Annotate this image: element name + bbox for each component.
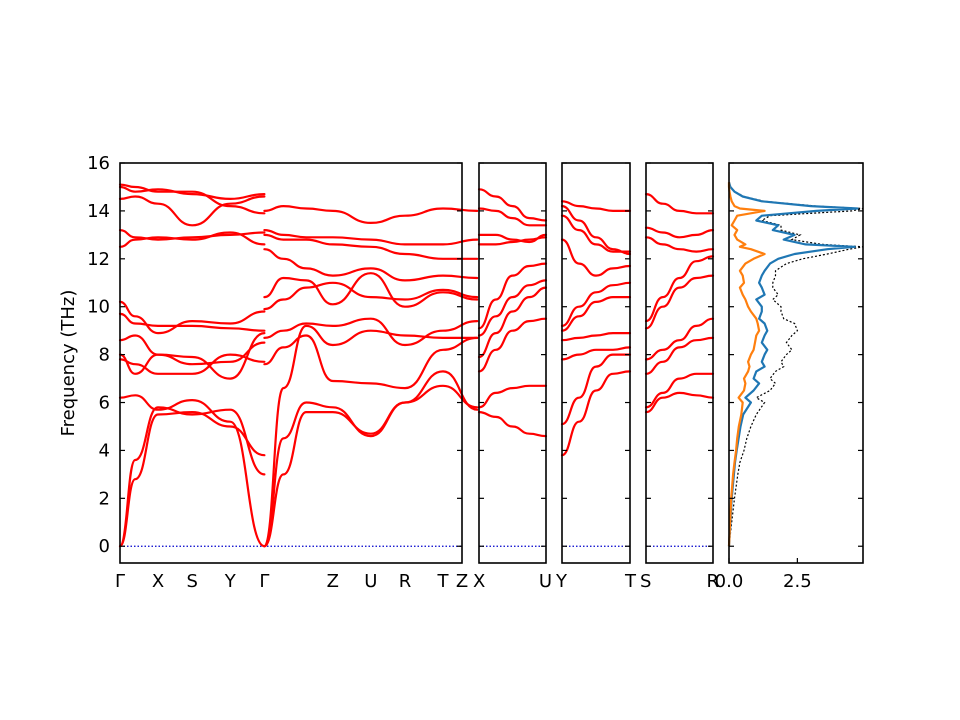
phonon-band	[477, 188, 548, 222]
phonon-band	[644, 274, 715, 330]
phonon-band	[477, 236, 548, 246]
x-tick-label: U	[364, 571, 377, 592]
phonon-band	[118, 353, 266, 375]
panel-frame	[645, 162, 714, 564]
phonon-band	[477, 317, 548, 373]
phonon-band	[560, 281, 632, 327]
phonon-band	[477, 279, 548, 337]
phonon-band	[477, 286, 548, 359]
panel-frame	[478, 162, 547, 564]
x-tick-label: X	[152, 571, 164, 592]
phonon-band	[560, 346, 632, 361]
phonon-band	[118, 411, 266, 548]
y-tick-label: 2	[99, 488, 110, 509]
phonon-band	[644, 255, 715, 323]
phonon-band	[263, 272, 479, 308]
x-tick-label: R	[706, 571, 719, 592]
x-tick-label: R	[399, 571, 412, 592]
phonon-band	[477, 233, 548, 244]
phonon-band	[644, 226, 715, 239]
x-tick-label: X	[473, 571, 485, 592]
panel-frame	[119, 162, 463, 564]
phonon-band	[560, 238, 632, 277]
phonon-band	[263, 229, 479, 246]
y-tick-label: 12	[87, 249, 110, 270]
x-tick-label: T	[437, 571, 450, 592]
phonon-band	[263, 370, 479, 548]
phonon-band	[644, 193, 715, 215]
phonon-band	[263, 281, 479, 311]
x-tick-label: T	[624, 571, 637, 592]
x-tick-label: Y	[555, 571, 568, 592]
dos-x-tick-label: 2.5	[783, 571, 812, 592]
phonon-band	[263, 384, 479, 548]
phonon-band	[263, 317, 479, 347]
dos-series-2	[727, 182, 766, 547]
phonon-band	[644, 236, 715, 253]
y-axis-label: Frequency (THz)	[58, 290, 79, 437]
phonon-band	[477, 411, 548, 438]
phonon-band	[644, 336, 715, 375]
phonon-band	[263, 248, 479, 282]
phonon-band	[118, 183, 266, 215]
y-tick-label: 14	[87, 201, 110, 222]
phonon-band	[560, 200, 632, 213]
phonon-band	[560, 353, 632, 426]
x-tick-label: S	[640, 571, 651, 592]
phonon-band	[118, 229, 266, 241]
phonon-band	[477, 207, 548, 227]
x-tick-label: Z	[456, 571, 468, 592]
y-tick-label: 6	[99, 393, 110, 414]
x-tick-label: Y	[224, 571, 237, 592]
phonon-band	[118, 406, 266, 548]
y-tick-label: 4	[99, 440, 110, 461]
phonon-band	[560, 214, 632, 253]
phonon-band	[118, 300, 266, 335]
phonon-band	[560, 296, 632, 332]
phonon-band	[263, 205, 479, 224]
phonon-band	[263, 334, 479, 390]
phonon-band	[118, 195, 266, 227]
phonon-band	[644, 391, 715, 414]
y-tick-label: 8	[99, 345, 110, 366]
panel-frame	[728, 162, 864, 564]
dos-x-tick-label: 0.0	[715, 571, 744, 592]
phonon-band	[644, 372, 715, 409]
phonon-band	[644, 317, 715, 361]
phonon-band	[477, 384, 548, 409]
y-tick-label: 10	[87, 297, 110, 318]
phonon-band	[560, 205, 632, 256]
x-tick-label: Z	[327, 571, 339, 592]
x-tick-label: U	[539, 571, 552, 592]
phonon-band	[560, 370, 632, 457]
dos-panel: 0.0 2.5	[715, 162, 864, 592]
x-tick-label: Γ	[259, 571, 269, 592]
phonon-band	[118, 312, 266, 332]
phonon-band	[560, 332, 632, 342]
phonon-band	[263, 233, 479, 260]
panel-frame	[561, 162, 631, 564]
phonon-band	[263, 324, 479, 548]
y-tick-label: 16	[87, 153, 110, 174]
phonon-band	[118, 394, 266, 548]
phonon-band	[118, 332, 266, 380]
dos-series-1	[727, 181, 859, 547]
y-tick-label: 0	[99, 536, 110, 557]
x-tick-label: Γ	[115, 571, 125, 592]
x-tick-label: S	[186, 571, 197, 592]
phonon-band	[477, 262, 548, 330]
phonon-band	[118, 341, 266, 375]
